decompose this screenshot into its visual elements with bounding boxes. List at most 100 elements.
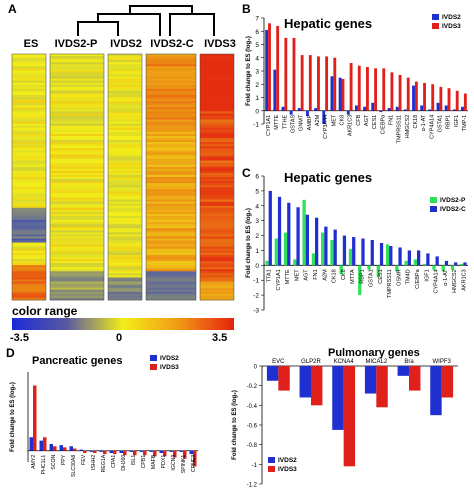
heatmap-cell [12,111,46,114]
legend-swatch [432,23,439,29]
bar-ivds2-p-14 [395,265,399,272]
heatmap-cell [50,177,104,180]
heatmap-cell [200,232,234,235]
heatmap-cell [146,279,196,282]
heatmap-cell [146,119,196,122]
heatmap-cell [108,187,142,190]
bar-ivds3-10 [133,450,137,456]
bar-ivds2-1 [273,69,277,111]
heatmap-cell [146,92,196,96]
heatmap-cell [146,164,196,168]
bar-ivds2-1 [299,366,311,398]
heatmap-cell [108,84,142,88]
heatmap-cell [108,154,142,157]
heatmap-cell [200,230,234,233]
heatmap-cell [200,199,234,202]
heatmap-cell [108,133,142,137]
heatmap-cell [200,142,234,145]
bar-ivds2-18 [412,85,415,111]
bar-ivds3-14 [382,68,386,111]
heatmap-cell [108,269,142,272]
legend-label: IVDS3 [160,364,179,371]
heatmap-cell [146,199,196,202]
heatmap-cell [108,148,142,151]
heatmap-cell [108,179,142,182]
heatmap-cell [12,97,46,100]
heatmap-cell [12,88,46,92]
y-tick-label: 2 [255,233,259,240]
heatmap-cell [50,136,104,139]
heatmap-cell [50,172,104,176]
bar-ivds2-p-0 [265,260,269,266]
heatmap-cell [108,105,142,108]
heatmap-cell [146,166,196,170]
heatmap-cell [12,170,46,174]
heatmap-cell [146,242,196,245]
y-tick-label: 3 [255,218,259,225]
category-label: MICAL2 [365,359,387,365]
heatmap-cell [146,203,196,206]
heatmap-cell [200,279,234,282]
bar-ivds2-p-10 [358,265,362,296]
heatmap-cell [146,72,196,75]
heatmap-cell [146,107,196,110]
bar-ivds2-9 [338,77,342,111]
bar-ivds2-0 [29,437,33,451]
category-label: ISHH2 [91,455,97,470]
heatmap-cell [200,281,234,284]
bar-ivds2-c-5 [315,217,319,266]
bar-ivds2-c-18 [435,256,439,266]
heatmap-cell [200,183,234,186]
heatmap-cell [12,68,46,71]
heatmap-cell [200,101,234,104]
heatmap-cell [50,113,104,116]
heatmap-cell [50,162,104,165]
bar-ivds3-3 [376,366,388,408]
heatmap-cell [12,246,46,250]
category-label: TMPRSS11 [387,269,393,298]
heatmap-cell [108,275,142,278]
heatmap-cell [12,287,46,291]
heatmap-cell [50,283,104,286]
heatmap-cell [146,250,196,254]
heatmap-cell [200,84,234,88]
bar-ivds2-3 [59,445,63,451]
y-tick-label: -1.2 [247,483,258,489]
heatmap-cell [146,121,196,124]
heatmap-cell [108,283,142,286]
heatmap-cell [50,78,104,81]
heatmap-cell [12,166,46,170]
heatmap-cell [200,291,234,295]
heatmap-cell [108,76,142,79]
heatmap-cell [50,209,104,213]
heatmap-cell [50,97,104,100]
heatmap-cell [108,244,142,247]
bar-ivds3-2 [53,446,57,451]
heatmap-cell [200,74,234,77]
bar-ivds2-c-8 [342,235,347,266]
bar-ivds2-c-15 [407,250,411,266]
heatmap-cell [12,58,46,61]
heatmap-cell [12,185,46,188]
bar-ivds2-8 [109,450,113,453]
heatmap-cell [200,187,234,190]
heatmap-cell [146,209,196,213]
category-label: TMPRSS11 [397,115,403,144]
heatmap-cell [108,215,142,219]
heatmap-cell [50,119,104,122]
bar-ivds2-c-4 [305,214,309,266]
heatmap-cell [146,162,196,165]
category-label: GSTA1 [437,115,443,133]
bar-ivds2-p-12 [376,265,380,278]
bar-ivds2-p-21 [460,263,464,266]
heatmap-cell [50,174,104,178]
heatmap-cell [146,293,196,297]
heatmap-cell [12,54,46,57]
heatmap-cell [12,234,46,237]
heatmap-cell [108,74,142,77]
heatmap-cell [50,256,104,260]
heatmap-cell [146,138,196,141]
heatmap-cell [146,248,196,252]
y-tick-label: -2 [253,293,259,300]
heatmap-cell [108,267,142,270]
